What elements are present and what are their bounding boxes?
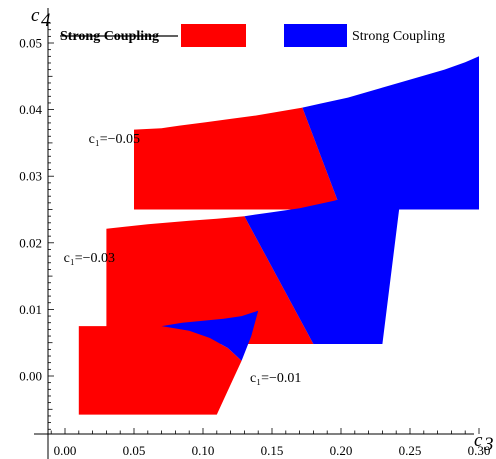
region-red-1	[134, 107, 341, 210]
legend-swatch-red	[181, 24, 246, 47]
tick-marks	[48, 22, 480, 434]
legend: Strong Coupling Strong Coupling	[60, 24, 445, 47]
x-tick-label: 0.10	[192, 443, 215, 458]
y-tick-label: 0.04	[19, 102, 42, 117]
legend-label-2: Strong Coupling	[352, 29, 445, 44]
series-annotation: c₁=−0.03	[64, 251, 115, 266]
region-blue-2	[244, 177, 404, 344]
series-annotation: c₁=−0.01	[250, 371, 301, 386]
tick-labels: 0.00 0.05 0.10 0.15 0.20 0.25 0.30 0.00 0.01 0.02…	[19, 36, 490, 459]
x-tick-label: 0.30	[468, 443, 491, 458]
plot-regions	[78, 56, 479, 415]
axis-labels: c 4c 3	[31, 5, 494, 455]
series-annotation: c₁=−0.05	[89, 132, 140, 147]
x-tick-label: 0.00	[54, 443, 77, 458]
annotations: c₁=−0.05 c₁=−0.03 c₁=−0.01	[64, 132, 302, 386]
y-tick-label: 0.00	[19, 369, 42, 384]
region-red-2	[106, 216, 314, 344]
region-blue-1	[302, 56, 479, 210]
x-axis-label: c	[474, 430, 483, 451]
y-axis-label-sub: 4	[41, 10, 51, 31]
x-tick-label: 0.15	[261, 443, 284, 458]
x-tick-label: 0.20	[330, 443, 353, 458]
region-red-3	[78, 326, 242, 415]
y-tick-label: 0.02	[19, 235, 42, 250]
legend-swatch-blue	[284, 24, 347, 47]
region-blue-3	[161, 310, 259, 361]
y-tick-label: 0.05	[19, 36, 42, 51]
x-tick-label: 0.25	[399, 443, 422, 458]
y-tick-label: 0.03	[19, 169, 42, 184]
x-tick-label: 0.05	[123, 443, 146, 458]
y-axis-label: c	[31, 5, 40, 26]
x-axis-label-sub: 3	[483, 434, 494, 455]
y-tick-label: 0.01	[19, 302, 42, 317]
